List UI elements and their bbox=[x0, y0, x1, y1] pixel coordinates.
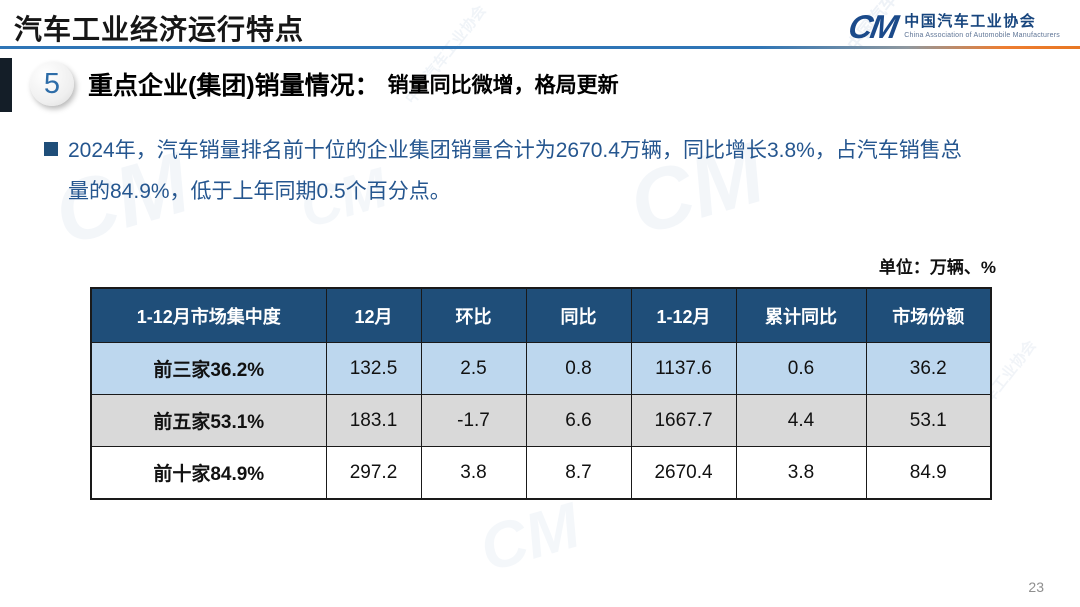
row-label-cell: 前五家53.1% bbox=[90, 394, 327, 447]
logo-name-cn: 中国汽车工业协会 bbox=[904, 12, 1037, 30]
table-cell: 84.9 bbox=[865, 446, 992, 500]
page-title: 汽车工业经济运行特点 bbox=[14, 14, 305, 45]
row-label-cell: 前三家36.2% bbox=[90, 342, 327, 395]
table-cell: 53.1 bbox=[865, 394, 992, 447]
table-cell: 0.6 bbox=[735, 342, 867, 395]
table-cell: 4.4 bbox=[735, 394, 867, 447]
table-row: 前三家36.2% 132.5 2.5 0.8 1137.6 0.6 36.2 bbox=[90, 342, 992, 395]
concentration-table: 1-12月市场集中度 12月 环比 同比 1-12月 累计同比 市场份额 前三家36.2% 1… bbox=[90, 287, 992, 500]
table-header-cell: 环比 bbox=[420, 287, 527, 343]
section-title: 重点企业(集团)销量情况： bbox=[88, 72, 380, 100]
table-cell: -1.7 bbox=[420, 394, 527, 447]
bullet-text-line2: 量的84.9%，低于上年同期0.5个百分点。 bbox=[68, 180, 451, 203]
table-header-row: 1-12月市场集中度 12月 环比 同比 1-12月 累计同比 市场份额 bbox=[90, 287, 992, 343]
table-header-cell: 12月 bbox=[325, 287, 422, 343]
table-cell: 36.2 bbox=[865, 342, 992, 395]
table-cell: 1667.7 bbox=[630, 394, 737, 447]
bullet-square-icon bbox=[44, 142, 58, 156]
table-cell: 132.5 bbox=[325, 342, 422, 395]
table-header-cell: 市场份额 bbox=[865, 287, 992, 343]
table-cell: 6.6 bbox=[525, 394, 632, 447]
table-cell: 183.1 bbox=[325, 394, 422, 447]
table-row: 前十家84.9% 297.2 3.8 8.7 2670.4 3.8 84.9 bbox=[90, 446, 992, 500]
bullet-text: 2024年，汽车销量排名前十位的企业集团销量合计为2670.4万辆，同比增长3.… bbox=[68, 130, 962, 212]
table-cell: 297.2 bbox=[325, 446, 422, 500]
table-cell: 1137.6 bbox=[630, 342, 737, 395]
section-heading: 重点企业(集团)销量情况： 销量同比微增，格局更新 bbox=[88, 62, 619, 106]
table-header-cell: 累计同比 bbox=[735, 287, 867, 343]
left-accent-bar bbox=[0, 58, 12, 112]
table-cell: 0.8 bbox=[525, 342, 632, 395]
page-number: 23 bbox=[1028, 579, 1044, 595]
table-cell: 8.7 bbox=[525, 446, 632, 500]
row-label-cell: 前十家84.9% bbox=[90, 446, 327, 500]
cama-logo: CM 中国汽车工业协会 China Association of Automob… bbox=[845, 8, 1060, 45]
section-subtitle: 销量同比微增，格局更新 bbox=[387, 74, 619, 97]
table-header-cell: 同比 bbox=[525, 287, 632, 343]
bullet-paragraph: 2024年，汽车销量排名前十位的企业集团销量合计为2670.4万辆，同比增长3.… bbox=[44, 130, 1049, 212]
unit-label: 单位：万辆、% bbox=[878, 258, 996, 277]
table-header-cell: 1-12月 bbox=[630, 287, 737, 343]
table-cell: 2.5 bbox=[420, 342, 527, 395]
section-number-badge: 5 bbox=[30, 62, 74, 106]
table-cell: 3.8 bbox=[420, 446, 527, 500]
bullet-text-line1: 2024年，汽车销量排名前十位的企业集团销量合计为2670.4万辆，同比增长3.… bbox=[68, 139, 962, 162]
table-cell: 2670.4 bbox=[630, 446, 737, 500]
table-header-cell: 1-12月市场集中度 bbox=[90, 287, 327, 343]
watermark-logo: CM bbox=[472, 488, 588, 586]
header-divider-line bbox=[0, 46, 1080, 49]
table-row: 前五家53.1% 183.1 -1.7 6.6 1667.7 4.4 53.1 bbox=[90, 394, 992, 447]
logo-name-en: China Association of Automobile Manufact… bbox=[904, 31, 1060, 39]
cama-logo-icon: CM bbox=[845, 8, 900, 45]
table-cell: 3.8 bbox=[735, 446, 867, 500]
